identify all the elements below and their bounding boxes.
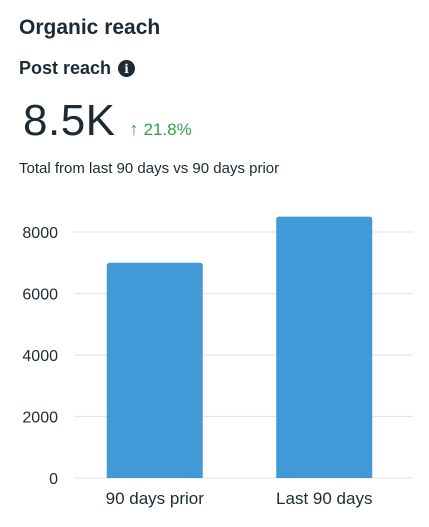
- bar-chart: 0 2000 4000 6000 8000 90 days prior Last 90 da…: [22, 216, 413, 508]
- metric-value: 8.5K: [23, 96, 116, 145]
- metric-label: Post reach: [19, 58, 112, 78]
- x-tick-label: Last 90 days: [276, 489, 372, 508]
- change-indicator: ↑ 21.8%: [130, 119, 192, 140]
- metric-subtitle: Total from last 90 days vs 90 days prior: [19, 160, 280, 177]
- y-tick-label: 8000: [22, 225, 58, 242]
- bar[interactable]: [276, 216, 373, 478]
- bar[interactable]: [106, 262, 203, 478]
- info-icon[interactable]: i: [118, 60, 136, 77]
- y-tick-label: 4000: [22, 348, 58, 365]
- arrow-up-icon: ↑: [129, 119, 139, 139]
- y-tick-label: 6000: [22, 287, 58, 304]
- card-title: Organic reach: [19, 16, 161, 39]
- change-percent: 21.8%: [143, 120, 192, 139]
- x-tick-label: 90 days prior: [106, 489, 205, 508]
- y-tick-label: 2000: [22, 410, 58, 427]
- y-tick-label: 0: [49, 471, 58, 488]
- metric-value-row: 8.5K ↑ 21.8%: [23, 96, 192, 146]
- metric-header: Post reach i: [19, 58, 136, 79]
